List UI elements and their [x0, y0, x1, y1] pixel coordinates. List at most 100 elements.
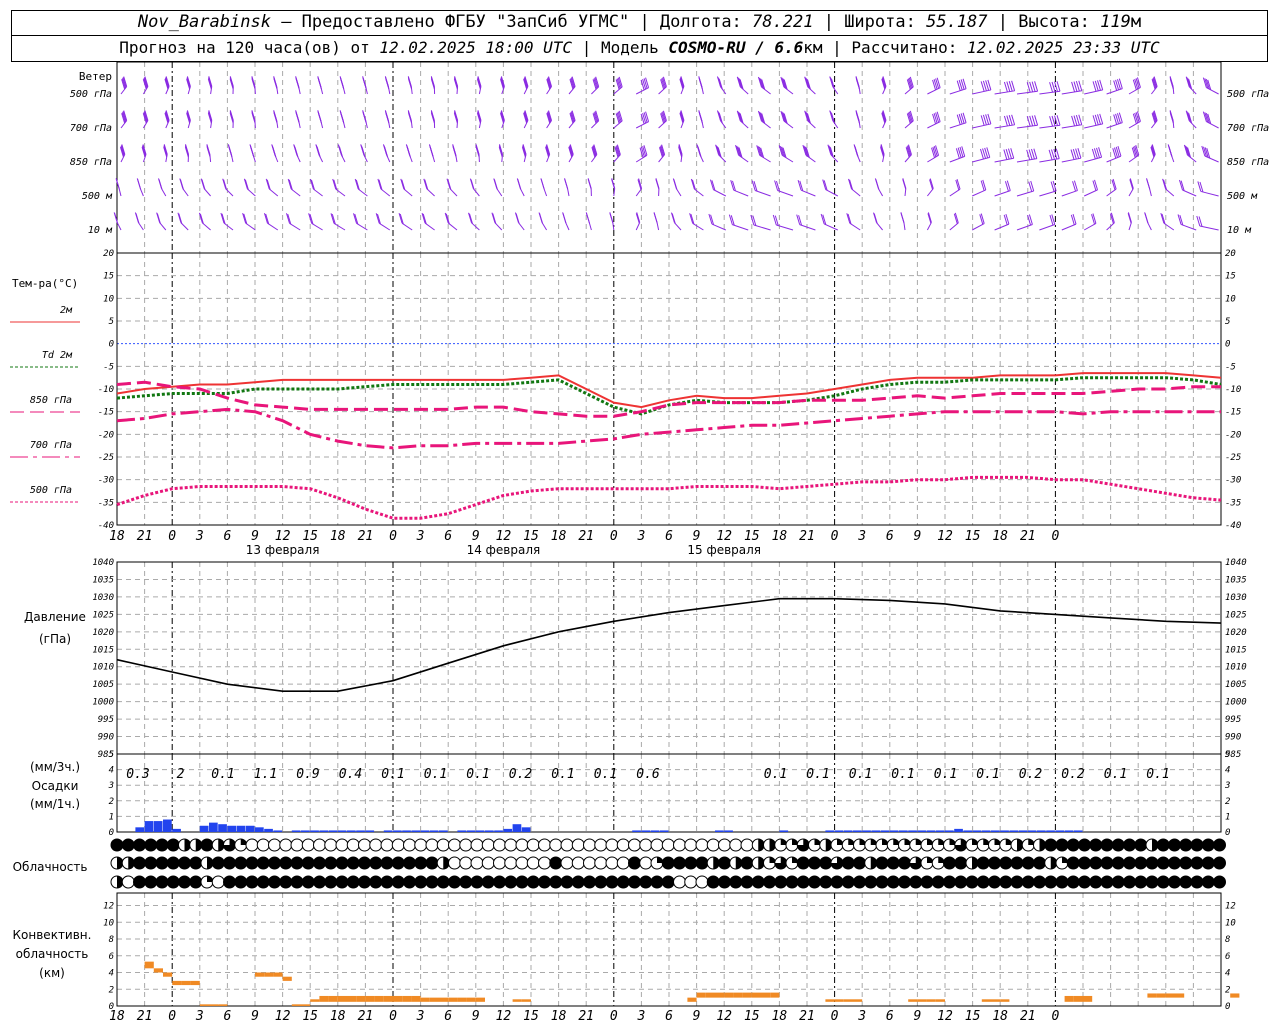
cloud-cover-symbol — [121, 856, 135, 870]
cloud-cover-circle — [448, 875, 461, 889]
wind-barb-flag — [288, 179, 293, 190]
wind-barb-flag — [568, 146, 573, 157]
wind-barb-flag — [1202, 111, 1207, 122]
cloud-cover-circle — [639, 838, 653, 852]
wind-barb-flag — [361, 146, 366, 158]
wind-barb-shaft — [927, 121, 941, 129]
wind-barb-flag — [984, 147, 989, 159]
temp-xtick: 15 — [302, 529, 318, 544]
cloud-cover-symbol — [999, 856, 1013, 870]
wind-barb — [1160, 212, 1175, 231]
wind-barb-flag — [500, 76, 505, 87]
wind-barb-flag — [982, 114, 987, 126]
temp-ytick-right: -25 — [1225, 453, 1241, 463]
wind-barb-flag — [1207, 79, 1212, 91]
conv-bar — [1165, 993, 1175, 998]
cloud-cover-symbol — [1044, 856, 1058, 870]
cloud-cover-circle — [234, 875, 248, 889]
wind-barb-flag — [266, 179, 271, 190]
prec-amount-3h: 0.1 — [1146, 767, 1169, 782]
prec-label-top: (мм/3ч.) — [30, 760, 80, 774]
wind-barb-shaft — [116, 222, 122, 231]
wind-barb — [339, 76, 346, 95]
conv-bar — [411, 995, 421, 1002]
wind-barb-shaft — [675, 188, 682, 197]
wind-barb-flag — [229, 112, 234, 124]
wind-barb-flag — [1116, 113, 1121, 124]
cloud-cover-symbol — [886, 856, 900, 870]
conv-bar — [715, 992, 725, 998]
wind-barb-flag — [823, 180, 828, 191]
wind-barb-flag — [1152, 77, 1157, 88]
cloud-cover-circle — [223, 856, 236, 870]
wind-barb-flag — [1077, 148, 1082, 159]
conv-xtick: 21 — [137, 1009, 153, 1024]
cloud-cover-circle — [1213, 856, 1226, 870]
conv-bar — [199, 1004, 209, 1006]
cloud-cover-symbol — [1066, 875, 1080, 889]
wind-barb-flag — [661, 112, 666, 123]
wind-barb-flag — [758, 146, 763, 158]
cloud-cover-symbol — [684, 856, 698, 870]
cloud-cover-circle — [1179, 838, 1193, 852]
wind-barb — [1039, 115, 1061, 129]
cloud-cover-symbol — [729, 856, 743, 870]
conv-xtick: 6 — [886, 1009, 894, 1024]
wind-barb — [163, 144, 168, 163]
cloud-cover-symbol — [583, 838, 596, 852]
cloud-cover-symbol — [875, 875, 889, 889]
wind-barb-flag — [1049, 116, 1054, 127]
temp-series-td2m — [116, 376, 1222, 416]
wind-barb-flag — [378, 179, 383, 190]
pres-ytick-left: 1025 — [92, 610, 114, 620]
pres-ytick-right: 1005 — [1225, 680, 1247, 690]
cloud-cover-circle — [729, 838, 743, 852]
wind-barb-shaft — [761, 86, 771, 95]
cloud-cover-half — [1050, 857, 1057, 869]
wind-barb-flag — [1071, 115, 1076, 127]
wind-barb-flag — [165, 111, 170, 122]
wind-barb-flag — [515, 213, 520, 224]
conv-bar — [439, 997, 449, 1002]
wind-barb-flag — [1127, 213, 1132, 224]
wind-barb-flag — [1204, 112, 1209, 123]
wind-barb — [469, 178, 480, 197]
wind-barb-shaft — [692, 222, 704, 231]
wind-barb-flag — [979, 148, 984, 160]
cloud-cover-symbol — [808, 838, 821, 852]
wind-barb-flag — [645, 111, 650, 122]
conv-bar — [347, 995, 357, 1002]
cloud-cover-symbol — [403, 838, 416, 852]
wind-barb-flag — [909, 110, 914, 122]
cloud-cover-symbol — [706, 838, 720, 852]
wind-barb-flag — [119, 147, 124, 158]
wind-barb-shaft — [927, 154, 939, 163]
wind-barb-flag — [1112, 178, 1117, 190]
cloud-cover-circle — [616, 856, 630, 870]
cloud-cover-symbol — [853, 838, 866, 852]
wind-barb-flag — [637, 179, 642, 190]
cloud-cover-symbol — [864, 838, 878, 852]
cloud-cover-half — [825, 839, 832, 851]
prec-ytick-left: 4 — [109, 766, 114, 776]
wind-barb-flag — [849, 179, 854, 190]
cloud-cover-symbol — [1111, 838, 1125, 852]
wind-barb-flag — [142, 113, 147, 124]
prec-ytick-right: 4 — [1225, 766, 1230, 776]
wind-barb-flag — [929, 179, 934, 190]
cloud-cover-circle — [988, 875, 1001, 889]
cloud-cover-circle — [841, 875, 855, 889]
wind-barb-flag — [611, 179, 616, 190]
cloud-cover-symbol — [875, 838, 889, 852]
wind-barb — [1039, 214, 1056, 231]
cloud-cover-symbol — [1055, 856, 1069, 870]
cloud-cover-symbol — [1089, 875, 1103, 889]
temp-xtick: 12 — [937, 529, 953, 544]
wind-barb-flag — [354, 178, 359, 190]
wind-barb-flag — [906, 146, 911, 157]
cloud-cover-circle — [819, 856, 833, 870]
temp-xtick: 21 — [358, 529, 374, 544]
temp-xtick: 0 — [831, 529, 839, 544]
cloud-cover-symbol — [976, 856, 990, 870]
wind-barb — [1202, 111, 1219, 129]
